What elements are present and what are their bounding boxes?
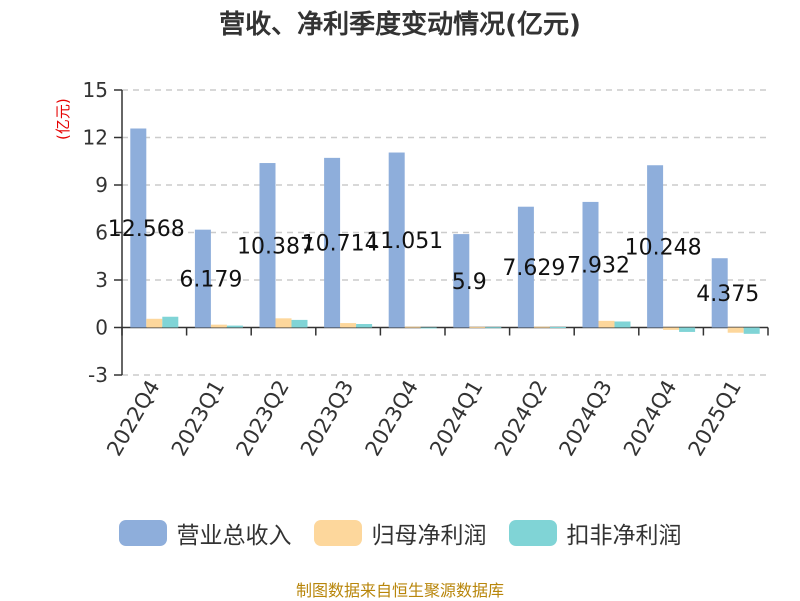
x-tick-label: 2024Q1 xyxy=(425,376,487,460)
bar-revenue xyxy=(388,152,405,328)
y-tick-label: 6 xyxy=(95,221,108,245)
legend-label: 营业总收入 xyxy=(176,523,292,549)
legend-swatch xyxy=(118,520,167,546)
grid-lines xyxy=(122,89,768,376)
y-tick-label: 9 xyxy=(95,173,108,197)
bar-revenue xyxy=(259,163,276,328)
data-label: 4.375 xyxy=(696,282,759,307)
data-label: 10.387 xyxy=(237,234,314,259)
bar-net-profit xyxy=(469,326,486,328)
bar-deducted-profit xyxy=(679,327,696,332)
legend-item[interactable]: 扣非净利润 xyxy=(508,516,682,550)
x-tick-label: 2024Q4 xyxy=(619,376,681,460)
bar-net-profit xyxy=(404,326,421,328)
bar-net-profit xyxy=(275,318,292,328)
bar-deducted-profit xyxy=(485,327,502,329)
bar-deducted-profit xyxy=(162,316,179,328)
bar-net-profit xyxy=(340,323,357,328)
bar-deducted-profit xyxy=(743,327,760,334)
data-label: 12.568 xyxy=(108,217,185,242)
y-tick-label: -3 xyxy=(88,363,108,387)
bar-net-profit xyxy=(146,318,163,328)
bar-deducted-profit xyxy=(614,321,631,328)
x-tick-label: 2024Q3 xyxy=(554,376,616,460)
bar-revenue xyxy=(517,206,534,328)
bar-deducted-profit xyxy=(420,327,437,329)
data-label: 10.714 xyxy=(302,232,379,257)
data-label: 7.932 xyxy=(567,254,630,279)
bar-revenue xyxy=(453,234,470,328)
bar-deducted-profit xyxy=(549,327,566,329)
x-tick-label: 2024Q2 xyxy=(490,376,552,460)
bar-deducted-profit xyxy=(226,325,243,328)
legend-label: 扣非净利润 xyxy=(566,523,682,549)
legend-label: 归母净利润 xyxy=(371,523,487,549)
bar-deducted-profit xyxy=(291,319,308,328)
y-tick-label: 12 xyxy=(83,126,108,150)
legend-swatch xyxy=(508,520,557,546)
bar-net-profit xyxy=(727,327,744,333)
legend-swatch xyxy=(313,520,362,546)
bar-net-profit xyxy=(663,327,680,330)
bar-net-profit xyxy=(598,320,615,328)
x-tick-label: 2023Q3 xyxy=(296,376,358,460)
legend-item[interactable]: 营业总收入 xyxy=(118,516,292,550)
legend: 营业总收入 归母净利润 扣非净利润 xyxy=(0,516,800,550)
source-note: 制图数据来自恒生聚源数据库 xyxy=(295,581,504,600)
bar-deducted-profit xyxy=(356,324,373,328)
bar-revenue xyxy=(130,128,147,328)
legend-item[interactable]: 归母净利润 xyxy=(313,516,487,550)
bar-net-profit xyxy=(210,324,227,328)
bar-revenue xyxy=(711,258,728,328)
data-label: 7.629 xyxy=(502,256,565,281)
x-tick-label: 2025Q1 xyxy=(684,376,746,460)
bar-net-profit xyxy=(533,326,550,328)
x-tick-label: 2023Q4 xyxy=(361,376,423,460)
x-tick-label: 2023Q2 xyxy=(231,376,293,460)
x-tick-label: 2023Q1 xyxy=(167,376,229,460)
bars xyxy=(130,128,760,334)
data-label: 11.051 xyxy=(366,229,443,254)
y-tick-label: 3 xyxy=(95,268,108,292)
data-label: 10.248 xyxy=(625,235,702,260)
data-label: 5.9 xyxy=(452,270,487,295)
bar-revenue xyxy=(194,229,211,328)
data-label: 6.179 xyxy=(179,268,242,293)
y-tick-label: 15 xyxy=(83,78,108,102)
bar-revenue xyxy=(324,157,341,328)
bar-revenue xyxy=(582,201,599,328)
bar-revenue xyxy=(647,165,664,328)
x-tick-label: 2022Q4 xyxy=(102,376,164,460)
chart-title: 营收、净利季度变动情况(亿元) xyxy=(219,10,581,40)
y-tick-label: 0 xyxy=(95,316,108,340)
y-axis-unit-label: (亿元) xyxy=(54,98,72,140)
